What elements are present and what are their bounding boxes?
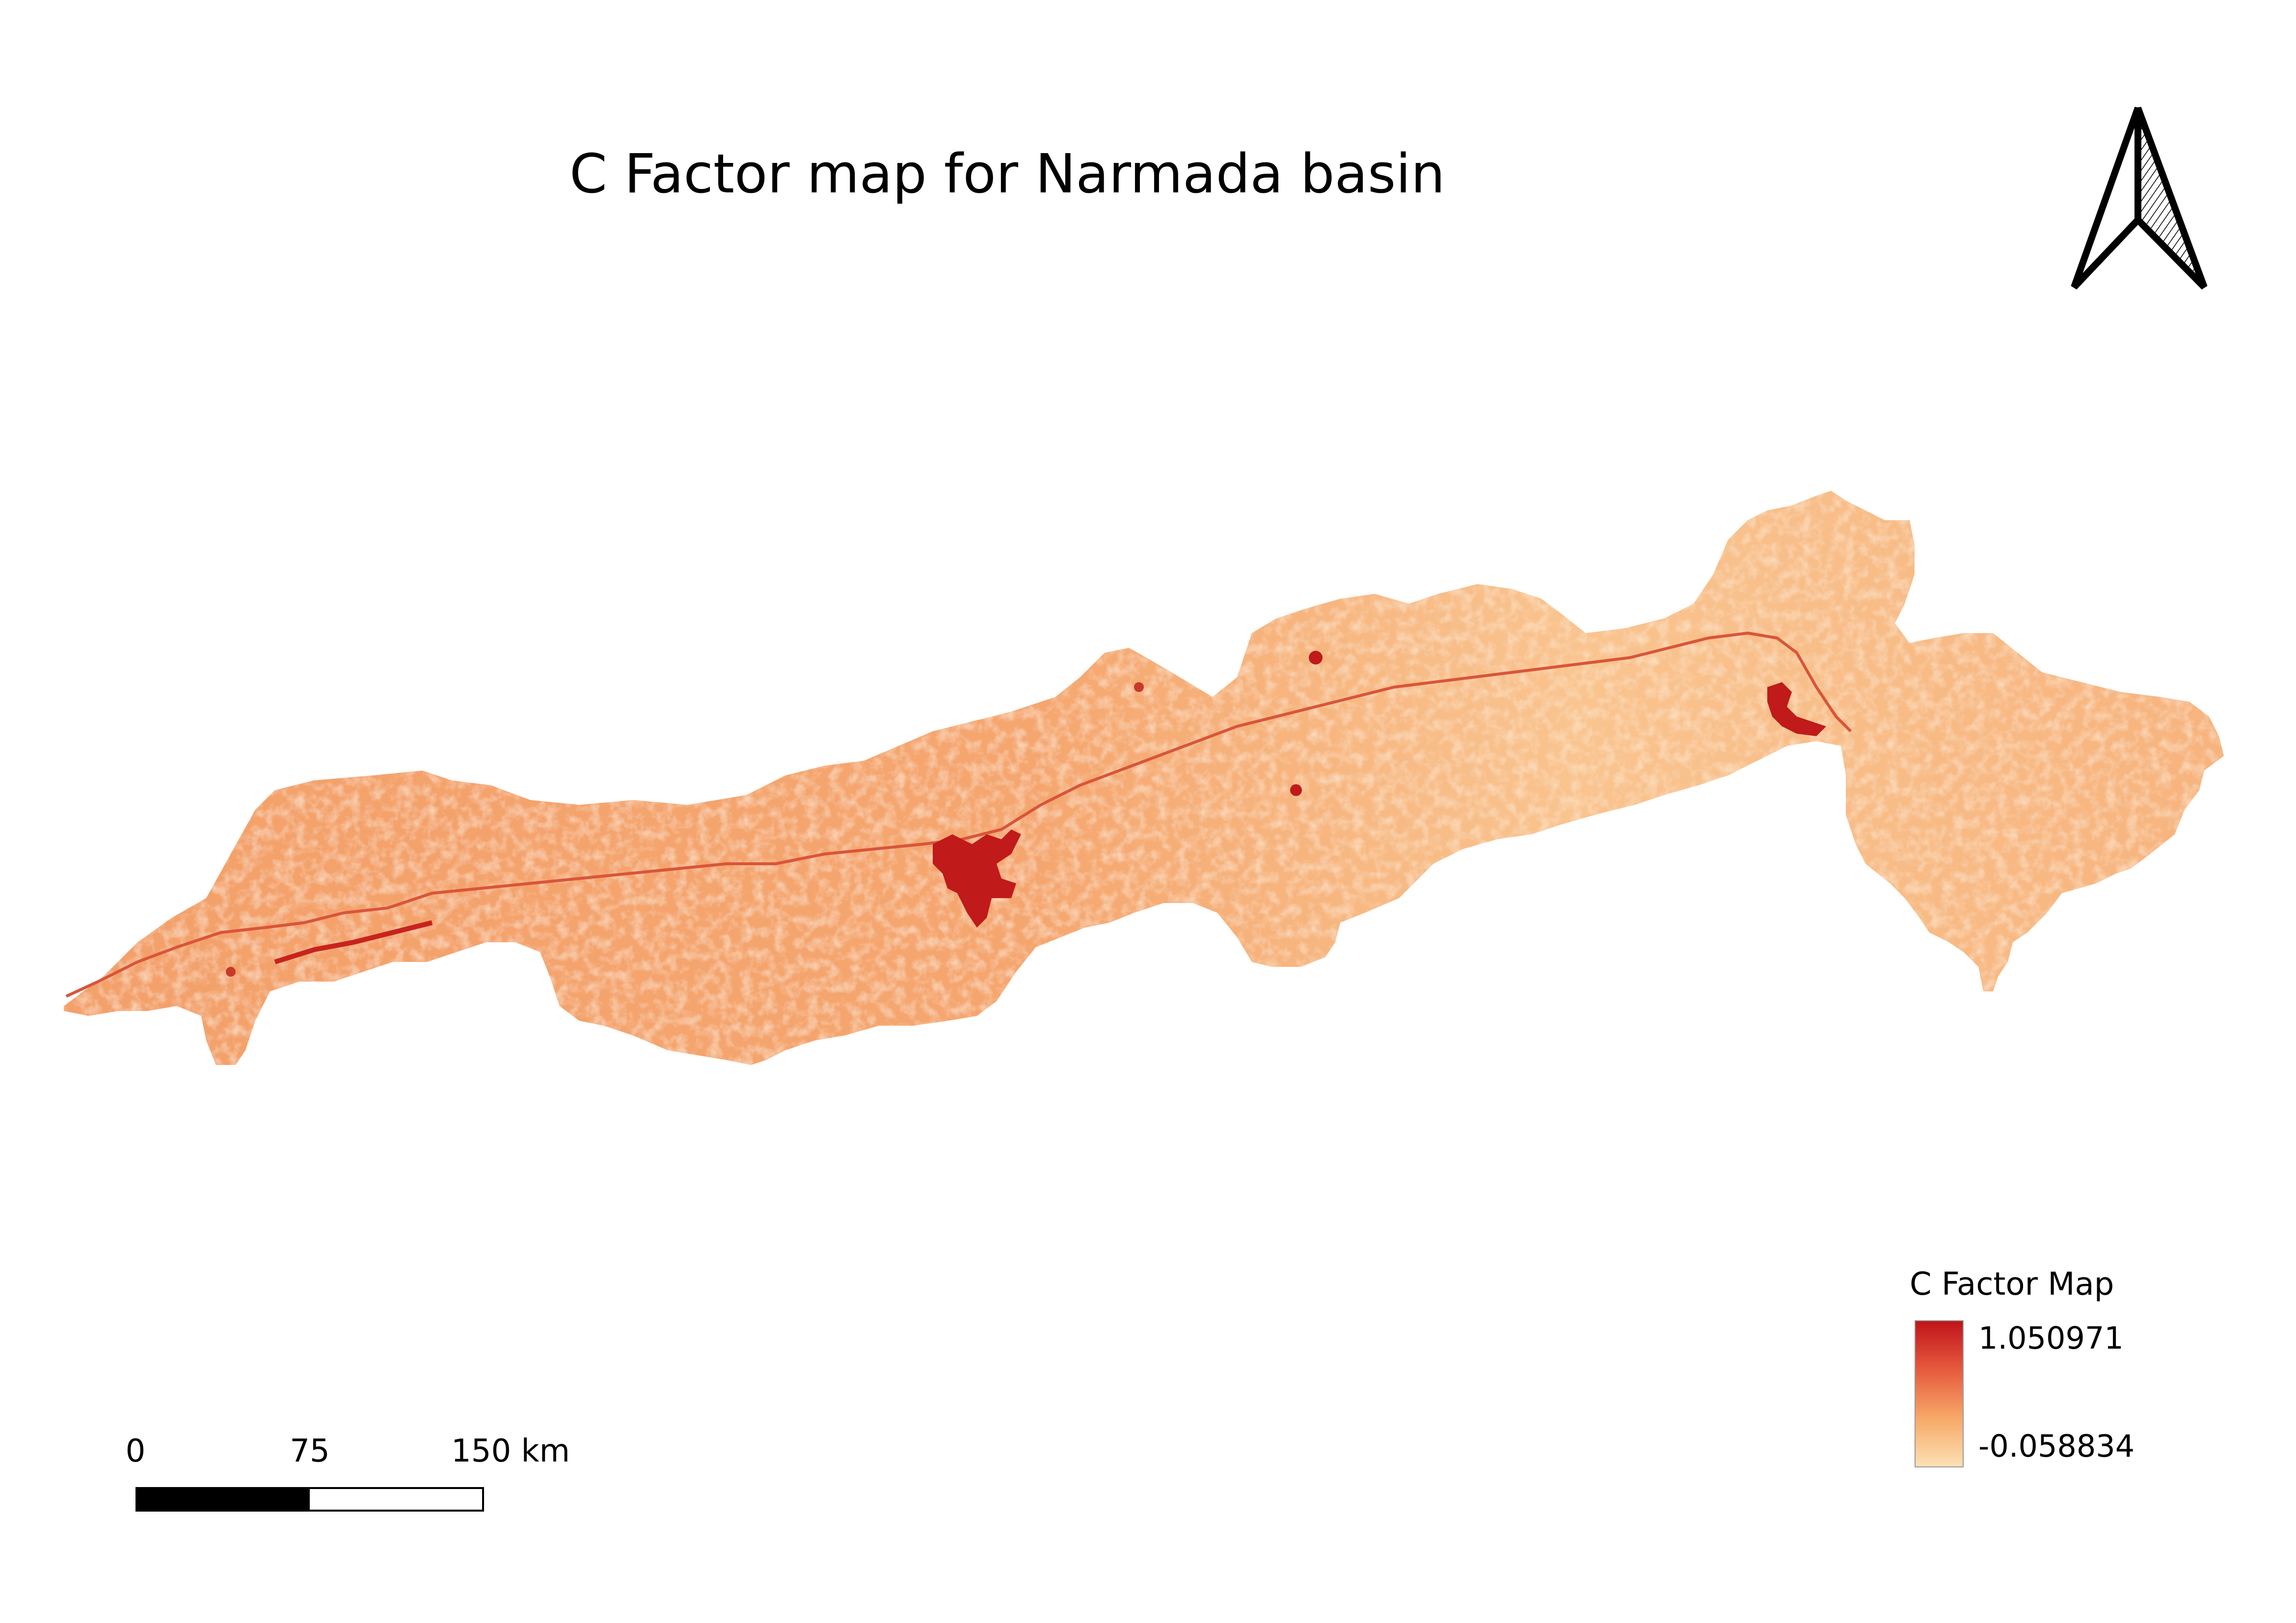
legend-title: C Factor Map: [1910, 1266, 2114, 1303]
reservoir-small-3: [1134, 682, 1144, 692]
scale-bar: 0 75 150 km: [118, 1433, 609, 1521]
reservoir-small-4: [226, 967, 236, 977]
narmada-river: [65, 632, 1852, 998]
map-title: C Factor map for Narmada basin: [569, 142, 1445, 205]
reservoir-central: [933, 829, 1021, 928]
reservoir-small-1: [1309, 651, 1323, 665]
reservoir-east: [1767, 682, 1826, 736]
scale-label-75: 75: [290, 1433, 330, 1469]
scale-bar-track: [135, 1487, 484, 1512]
scale-label-150: 150 km: [451, 1433, 570, 1469]
scale-segment-black: [137, 1489, 310, 1510]
lower-river-highlight: [274, 920, 433, 964]
scale-label-0: 0: [125, 1433, 146, 1469]
reservoir-small-2: [1290, 784, 1302, 796]
narmada-basin-outline: [64, 491, 2224, 1065]
legend-max-label: 1.050971: [1978, 1320, 2124, 1356]
north-arrow-icon: [2071, 106, 2208, 290]
legend-color-ramp: [1915, 1320, 1964, 1467]
scale-segment-white: [310, 1489, 482, 1510]
legend: C Factor Map 1.050971 -0.058834: [1910, 1266, 2204, 1482]
legend-min-label: -0.058834: [1978, 1428, 2135, 1464]
